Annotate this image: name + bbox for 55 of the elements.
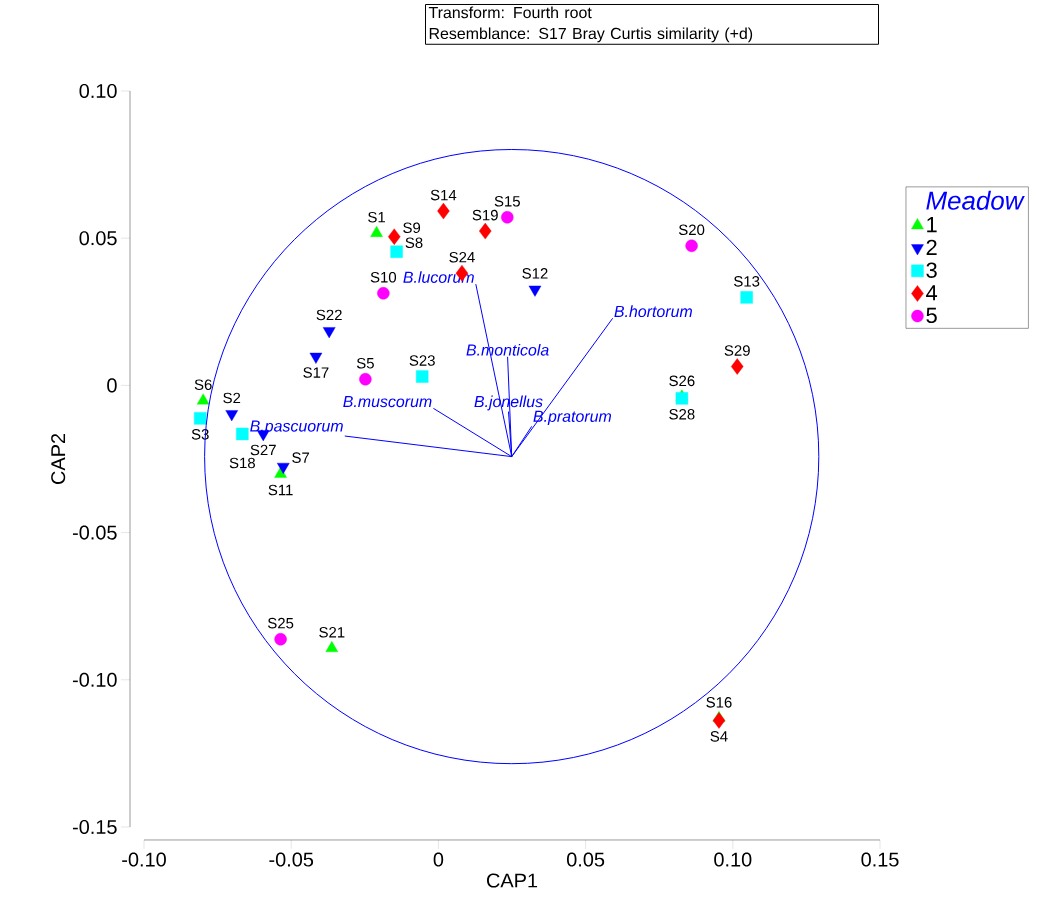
x-tick-label: 0.15 <box>861 852 899 867</box>
annotation: S22 <box>316 309 342 321</box>
x-tick-label: 0.05 <box>567 852 605 867</box>
annotation: S28 <box>669 409 695 420</box>
x-axis-title: CAP1 <box>487 873 538 888</box>
x-tick-label: -0.10 <box>122 852 166 867</box>
legend-title: Meadow <box>926 190 1025 210</box>
legend-label: 5 <box>926 307 937 324</box>
annotation: S17 <box>303 367 329 378</box>
annotation: S4 <box>710 731 728 742</box>
annotation: S26 <box>669 375 695 387</box>
y-tick-label: 0.05 <box>79 231 117 246</box>
x-tick-label: 0.10 <box>714 852 752 867</box>
legend-label: 4 <box>926 285 938 301</box>
annotation: S6 <box>194 379 212 390</box>
annotation: S9 <box>403 222 421 233</box>
legend-label: 1 <box>927 217 937 233</box>
x-tick-label: 0 <box>433 852 444 867</box>
annotation: S5 <box>356 357 374 369</box>
annotation: S18 <box>229 457 255 469</box>
series-label: B.pratorum <box>533 410 612 426</box>
annotation: S20 <box>678 224 705 236</box>
y-tick-label: 0.10 <box>79 83 117 99</box>
annotation: S19 <box>472 209 498 221</box>
annotation: S23 <box>409 355 435 366</box>
annotation: S12 <box>522 268 548 279</box>
annotation: S25 <box>267 617 294 629</box>
y-tick-label: -0.15 <box>72 819 117 835</box>
annotation: S24 <box>449 251 475 263</box>
y-tick-label: -0.05 <box>72 525 117 540</box>
y-tick-label: -0.10 <box>72 672 117 687</box>
annotation: S14 <box>430 189 457 201</box>
annotation: S27 <box>250 444 276 456</box>
annotation: S21 <box>319 626 345 638</box>
annotation: S15 <box>494 195 520 207</box>
series-label: B.muscorum <box>343 396 432 408</box>
annotation: S1 <box>368 211 385 223</box>
text: Transform: Fourth root <box>428 6 592 19</box>
legend-label: 2 <box>926 239 937 255</box>
x-tick-label: -0.05 <box>269 852 314 867</box>
text: Resemblance: S17 Bray Curtis similarity (+d) <box>429 27 753 43</box>
series-label: B.hortorum <box>614 305 692 318</box>
annotation: S10 <box>370 271 397 283</box>
annotation: S2 <box>223 392 241 404</box>
annotation: S11 <box>268 484 293 496</box>
annotation: S16 <box>706 697 732 708</box>
y-axis-title: CAP2 <box>51 433 66 484</box>
series-label: B.monticola <box>466 343 549 356</box>
annotation: S29 <box>724 345 750 356</box>
series-label: B.pascuorum <box>250 420 343 435</box>
annotation: S7 <box>292 452 310 463</box>
legend-label: 3 <box>926 262 937 278</box>
annotation: S8 <box>405 237 423 249</box>
annotation: S13 <box>734 276 760 287</box>
y-tick-label: 0 <box>107 378 117 393</box>
